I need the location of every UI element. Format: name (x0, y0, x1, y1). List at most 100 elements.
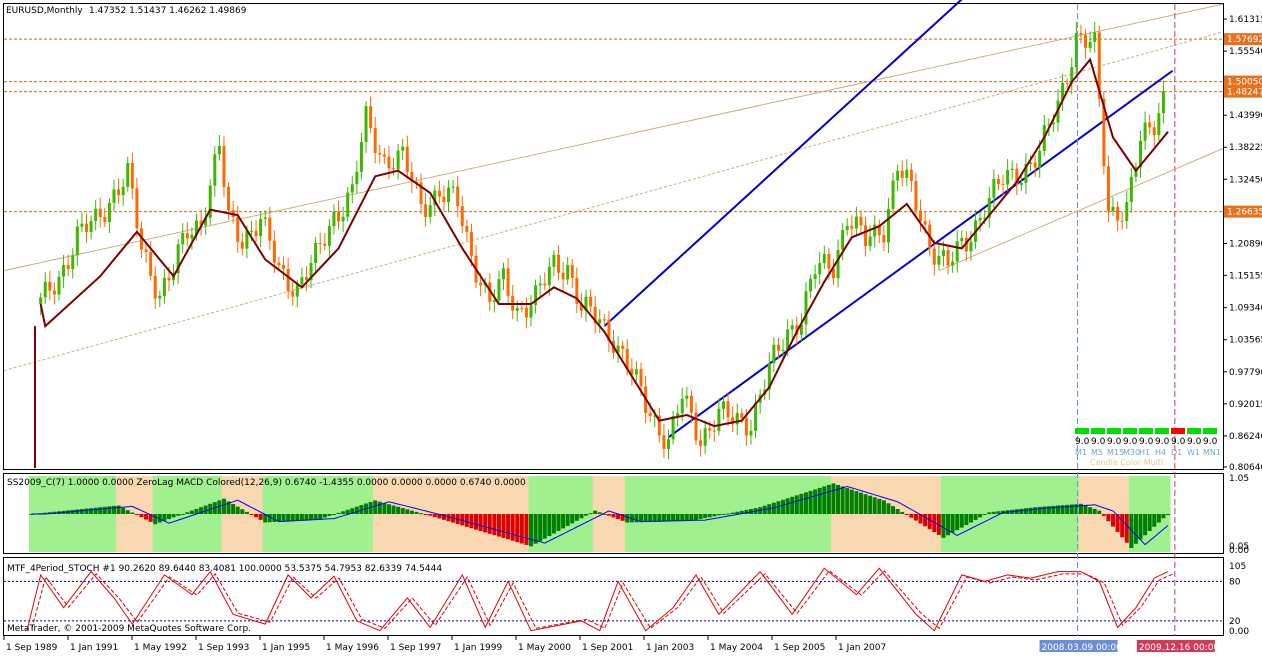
macd-bar (1042, 506, 1047, 514)
macd-bar (125, 510, 130, 514)
macd-bar (803, 492, 808, 514)
macd-bar (813, 489, 818, 514)
macd-bar (386, 504, 391, 514)
candle-body (213, 154, 217, 186)
macd-pane[interactable] (3, 473, 1224, 554)
macd-bar (703, 514, 708, 519)
candle-body (300, 277, 304, 285)
candle-body (694, 412, 698, 441)
macd-bar (492, 514, 497, 536)
macd-bar (1028, 507, 1033, 514)
candle-body (790, 325, 794, 330)
candle-body (703, 428, 707, 446)
macd-bar (781, 499, 786, 514)
candle-body (1051, 122, 1055, 125)
candle-body (964, 237, 968, 252)
candle-body (575, 277, 579, 304)
candle-body (1097, 32, 1101, 99)
candle-body (621, 345, 625, 349)
macd-bar (689, 514, 694, 521)
candle-body (1006, 170, 1010, 185)
macd-bar (474, 514, 479, 530)
candle-body (295, 284, 299, 297)
candle-body (153, 275, 157, 299)
mtf-value: 9.0 (1123, 437, 1138, 447)
time-label-0: 1 Sep 1989 (6, 643, 58, 653)
channel-line-0 (667, 69, 1174, 439)
candle-body (277, 262, 281, 265)
macd-bar (322, 514, 327, 518)
macd-bar (881, 500, 886, 514)
macd-bar (799, 493, 804, 514)
macd-bar (643, 514, 648, 523)
macd-bar (996, 511, 1001, 514)
mtf-value: 9.0 (1139, 437, 1154, 447)
macd-bar (377, 501, 382, 514)
candle-body (479, 282, 483, 286)
candle-body (767, 363, 771, 390)
candle-body (437, 190, 441, 197)
time-label-13: 1 Jan 2007 (838, 643, 886, 653)
candle-body (1120, 220, 1124, 222)
macd-bar (382, 502, 387, 514)
candle-body (387, 156, 391, 169)
candle-body (373, 127, 377, 153)
candle-body (318, 242, 322, 244)
macd-bar (139, 514, 144, 518)
macd-bar (602, 514, 607, 515)
candle-body (259, 218, 263, 237)
candle-body (227, 186, 231, 211)
stoch-pane[interactable] (3, 557, 1224, 636)
macd-bar (785, 498, 790, 514)
candle-body (754, 402, 758, 431)
price-pane[interactable] (3, 3, 1224, 470)
time-label-4: 1 Jan 1995 (262, 643, 310, 653)
candle-body (130, 163, 134, 189)
macd-bar (698, 514, 703, 519)
candle-body (1038, 150, 1042, 168)
candle-body (1061, 83, 1065, 101)
candle-body (369, 106, 373, 128)
mtf-color-swatch (1091, 428, 1105, 434)
macd-bar (661, 514, 666, 522)
macd-bar (263, 514, 268, 523)
macd-bar (84, 508, 89, 514)
macd-bar (47, 512, 52, 514)
macd-signal-line (31, 485, 1169, 546)
mtf-timeframe-m5: M5 (1091, 448, 1103, 457)
candle-body (1157, 113, 1161, 136)
macd-bar (955, 514, 960, 531)
candle-body (630, 369, 634, 375)
candle-body (831, 268, 835, 279)
candle-body (955, 241, 959, 262)
candle-body (341, 216, 345, 222)
price-tick-label-3: 1.43990 (1229, 111, 1262, 121)
candle-body (717, 408, 721, 431)
macd-bar (776, 501, 781, 514)
macd-axis-label-1: 0.05 (1229, 542, 1249, 552)
macd-bar (423, 514, 428, 515)
level-label-3: 1.26635 (1227, 208, 1262, 218)
macd-bar (877, 498, 882, 514)
macd-bar (675, 514, 680, 522)
candle-body (983, 217, 987, 219)
time-label-3: 1 Sep 1993 (198, 643, 249, 653)
macd-bar (249, 514, 254, 515)
macd-bar (712, 514, 717, 517)
candle-body (607, 319, 611, 341)
macd-bar (102, 506, 107, 514)
time-label-9: 1 Sep 2001 (582, 643, 633, 653)
candle-body (827, 253, 831, 269)
macd-bar (597, 512, 602, 514)
macd-bar (148, 514, 153, 522)
candle-body (529, 305, 533, 318)
mtf-color-swatch (1123, 428, 1137, 434)
macd-bar (987, 512, 992, 514)
candle-body (332, 211, 336, 227)
candle-body (268, 217, 272, 241)
macd-bar (574, 514, 579, 521)
macd-bar (891, 506, 896, 514)
candle-body (1079, 33, 1083, 35)
